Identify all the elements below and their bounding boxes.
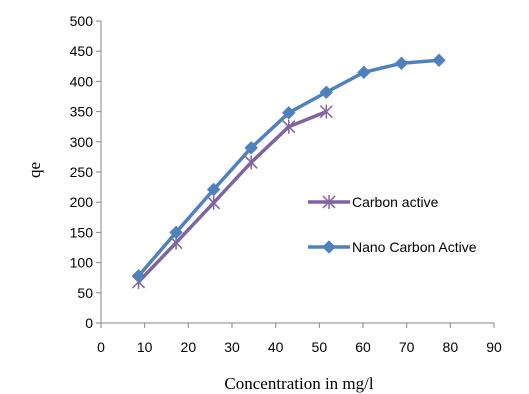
diamond-marker bbox=[282, 106, 296, 120]
legend-item: Carbon active bbox=[308, 194, 439, 210]
star-marker bbox=[207, 195, 221, 210]
x-tick-label: 30 bbox=[224, 339, 240, 355]
axes: 0 50 100 150 200 250 300 350 400 450 500 0 10 20 30 40 5… bbox=[70, 13, 502, 355]
x-tick-label: 80 bbox=[443, 339, 459, 355]
x-axis-title: Concentration in mg/l bbox=[224, 374, 373, 393]
y-tick-label: 250 bbox=[70, 164, 94, 180]
series-nano-carbon-active bbox=[131, 53, 446, 283]
y-tick-label: 450 bbox=[70, 43, 94, 59]
star-marker bbox=[319, 104, 333, 119]
series-line bbox=[137, 109, 327, 284]
y-tick-label: 400 bbox=[70, 73, 94, 89]
diamond-marker bbox=[322, 240, 336, 254]
y-tick-label: 200 bbox=[70, 194, 94, 210]
y-tick-label: 100 bbox=[70, 255, 94, 271]
diamond-marker bbox=[394, 56, 409, 70]
diamond-marker bbox=[244, 141, 258, 155]
y-tick-label: 300 bbox=[70, 134, 94, 150]
series-layer bbox=[131, 53, 446, 289]
diamond-marker bbox=[432, 53, 446, 67]
x-tick-label: 50 bbox=[312, 339, 328, 355]
diamond-marker bbox=[169, 225, 183, 240]
y-tick-label: 150 bbox=[70, 224, 94, 240]
legend: Carbon active Nano Carbon Active bbox=[308, 194, 477, 255]
legend-label: Nano Carbon Active bbox=[352, 239, 477, 255]
x-tick-label: 90 bbox=[486, 339, 502, 355]
legend-label: Carbon active bbox=[352, 194, 439, 210]
x-tick-label: 60 bbox=[355, 339, 371, 355]
diamond-marker bbox=[206, 182, 221, 197]
y-tick-label: 500 bbox=[70, 13, 94, 29]
y-axis-title: qe bbox=[25, 162, 44, 178]
x-tick-label: 70 bbox=[399, 339, 415, 355]
star-marker bbox=[282, 119, 296, 134]
star-marker bbox=[244, 155, 258, 170]
y-tick-label: 50 bbox=[77, 285, 93, 301]
y-tick-label: 0 bbox=[85, 315, 93, 331]
diamond-marker bbox=[357, 65, 371, 80]
x-tick-label: 40 bbox=[268, 339, 284, 355]
x-tick-label: 20 bbox=[181, 339, 197, 355]
x-tick-label: 0 bbox=[97, 339, 105, 355]
diamond-marker bbox=[319, 85, 334, 99]
star-marker bbox=[322, 195, 336, 209]
diamond-marker bbox=[131, 269, 146, 283]
x-tick-label: 10 bbox=[137, 339, 153, 355]
series-carbon-active bbox=[132, 104, 333, 289]
y-tick-label: 350 bbox=[70, 104, 94, 120]
legend-item: Nano Carbon Active bbox=[308, 239, 477, 255]
